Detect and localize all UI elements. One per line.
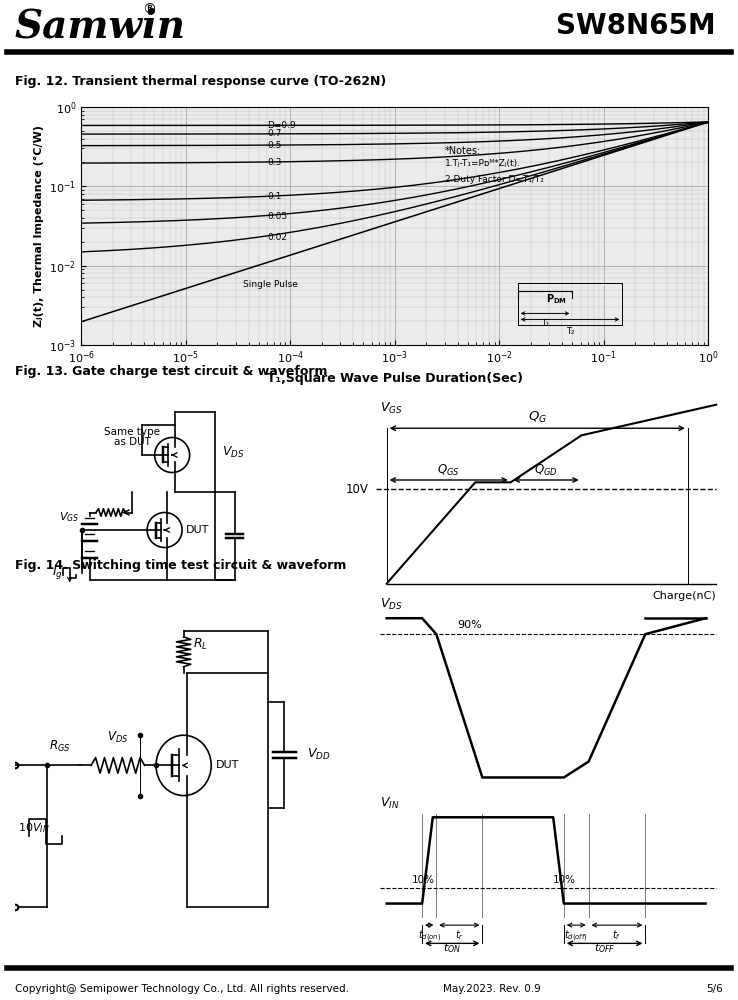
Text: T₂: T₂ — [566, 327, 574, 336]
Text: $V_{DS}$: $V_{DS}$ — [107, 730, 128, 745]
Text: $t_{ON}$: $t_{ON}$ — [444, 942, 461, 955]
Text: $t_{d(off)}$: $t_{d(off)}$ — [565, 928, 588, 944]
Text: Fig. 12. Transient thermal response curve (TO-262N): Fig. 12. Transient thermal response curv… — [15, 76, 386, 89]
Text: Samwin: Samwin — [15, 7, 186, 45]
Text: Copyright@ Semipower Technology Co., Ltd. All rights reserved.: Copyright@ Semipower Technology Co., Ltd… — [15, 984, 349, 994]
Text: $V_{IN}$: $V_{IN}$ — [379, 796, 399, 811]
Text: 0.1: 0.1 — [267, 192, 281, 201]
Text: 5/6: 5/6 — [706, 984, 723, 994]
Y-axis label: Zⱼ(t), Thermal Impedance (°C/W): Zⱼ(t), Thermal Impedance (°C/W) — [34, 125, 44, 327]
Text: T₁: T₁ — [541, 319, 549, 328]
Text: $R_L$: $R_L$ — [193, 637, 208, 652]
Text: $10V_{IN}$: $10V_{IN}$ — [18, 821, 49, 835]
Text: $t_{OFF}$: $t_{OFF}$ — [594, 942, 615, 955]
Text: 0.02: 0.02 — [267, 233, 287, 242]
Text: D=0.9: D=0.9 — [267, 121, 296, 130]
Text: *Notes:: *Notes: — [445, 146, 481, 156]
Text: ®: ® — [142, 3, 156, 17]
Text: $Q_G$: $Q_G$ — [528, 410, 547, 425]
Text: Same type: Same type — [104, 427, 160, 437]
Text: $R_{GS}$: $R_{GS}$ — [49, 738, 71, 754]
Text: $Q_{GD}$: $Q_{GD}$ — [534, 463, 558, 478]
Text: 0.5: 0.5 — [267, 141, 281, 150]
Text: $\mathbf{P_{DM}}$: $\mathbf{P_{DM}}$ — [545, 292, 567, 306]
Text: Fig. 13. Gate charge test circuit & waveform: Fig. 13. Gate charge test circuit & wave… — [15, 365, 327, 378]
Text: $V_{DD}$: $V_{DD}$ — [307, 747, 331, 762]
Text: $V_{GS}$: $V_{GS}$ — [59, 510, 80, 524]
Text: $t_r$: $t_r$ — [455, 928, 463, 942]
Text: DUT: DUT — [186, 525, 210, 535]
Text: May.2023. Rev. 0.9: May.2023. Rev. 0.9 — [443, 984, 540, 994]
Text: 0.3: 0.3 — [267, 158, 281, 167]
Text: $V_{GS}$: $V_{GS}$ — [379, 401, 402, 416]
Text: Single Pulse: Single Pulse — [243, 280, 297, 289]
Text: SW8N65M: SW8N65M — [556, 12, 716, 40]
Text: 2.Duty Factor D=T₁/T₂: 2.Duty Factor D=T₁/T₂ — [445, 175, 544, 184]
Text: 90%: 90% — [458, 620, 483, 630]
Text: as DUT: as DUT — [114, 437, 151, 447]
Text: 10%: 10% — [554, 875, 576, 885]
Text: 10%: 10% — [412, 875, 435, 885]
Text: 0.05: 0.05 — [267, 212, 287, 221]
Text: $V_{DS}$: $V_{DS}$ — [379, 597, 402, 612]
Text: $t_f$: $t_f$ — [613, 928, 621, 942]
Text: DUT: DUT — [216, 760, 239, 770]
Text: 1.Tⱼ-T₁=Pᴅᴹ*Zⱼ(t).: 1.Tⱼ-T₁=Pᴅᴹ*Zⱼ(t). — [445, 159, 521, 168]
X-axis label: T₁,Square Wave Pulse Duration(Sec): T₁,Square Wave Pulse Duration(Sec) — [267, 372, 523, 385]
Text: Charge(nC): Charge(nC) — [652, 591, 716, 601]
Text: 10V: 10V — [346, 483, 369, 496]
Text: $t_{d(on)}$: $t_{d(on)}$ — [418, 928, 441, 944]
Text: $I_g$: $I_g$ — [52, 564, 63, 581]
Text: $V_{DS}$: $V_{DS}$ — [222, 445, 245, 460]
Text: Fig. 14. Switching time test circuit & waveform: Fig. 14. Switching time test circuit & w… — [15, 558, 346, 572]
Text: 0.7: 0.7 — [267, 129, 281, 138]
Text: $Q_{GS}$: $Q_{GS}$ — [438, 463, 460, 478]
